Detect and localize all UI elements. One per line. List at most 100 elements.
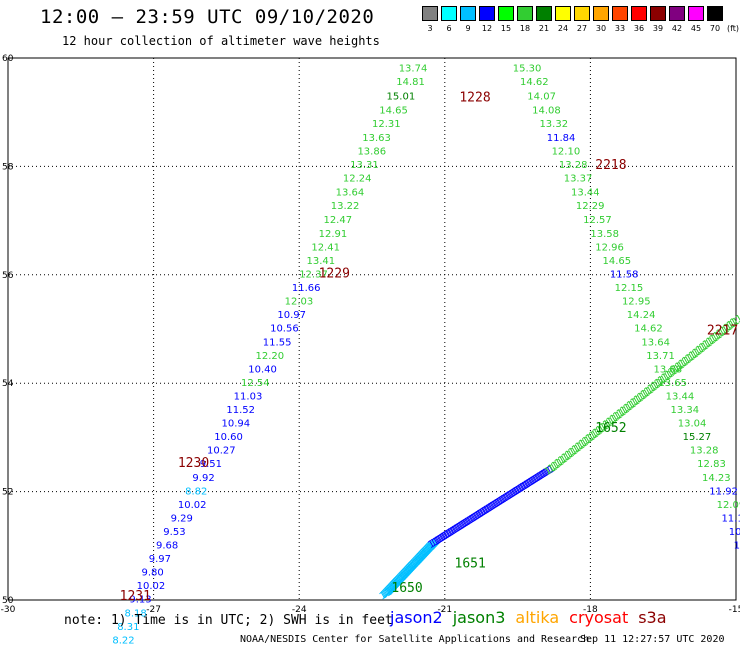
swh-value: 13.37: [564, 174, 593, 185]
swh-value: 12.03: [285, 297, 314, 308]
swh-value: 9.92: [192, 473, 214, 484]
swh-value: 11.03: [234, 391, 263, 402]
swh-value: 13.64: [336, 188, 365, 199]
dense-track-value: 11: [475, 505, 492, 521]
dense-track-value: 11: [424, 537, 441, 553]
dense-track-value: 11: [462, 513, 479, 529]
time-label: 1229: [319, 267, 350, 282]
dense-track-value: 11: [673, 357, 690, 373]
swh-value: 15.01: [387, 92, 416, 103]
dense-track-value: 11: [622, 399, 639, 415]
swh-value: 13.28: [559, 160, 588, 171]
swh-value: 9.13: [129, 595, 151, 606]
swh-value: 12.83: [697, 459, 726, 470]
dense-track-value: 11: [394, 570, 411, 586]
dense-track-value: 11: [402, 560, 419, 576]
swh-value: 12.96: [595, 242, 624, 253]
dense-track-value: 11: [479, 502, 496, 518]
dense-track-value: 11: [383, 581, 400, 597]
swh-value: 14.07: [527, 92, 556, 103]
time-label: 1652: [595, 421, 626, 436]
swh-value: 10.40: [248, 364, 277, 375]
dense-track-value: 11: [488, 497, 505, 513]
colorbar-swatch: [422, 6, 438, 21]
colorbar-swatch: [631, 6, 647, 21]
dense-track-value: 11: [494, 493, 511, 509]
dense-track-value: 11: [538, 465, 555, 481]
dense-track-value: 11: [445, 523, 462, 539]
colorbar-label: 42: [671, 24, 683, 33]
dense-track-value: 11: [433, 531, 450, 547]
dense-track-value: 11: [388, 575, 405, 591]
dense-track-value: 11: [725, 316, 740, 332]
dense-track-value: 11: [379, 586, 396, 602]
dense-track-value: 11: [556, 451, 573, 467]
map-frame: [7, 57, 737, 601]
dense-track-value: 11: [507, 485, 524, 501]
swh-value: 14.81: [396, 77, 425, 88]
dense-track-value: 11: [492, 494, 509, 510]
colorbar-swatch: [612, 6, 628, 21]
colorbar-label: 21: [538, 24, 550, 33]
swh-value: 10: [734, 541, 740, 552]
swh-value: 13.65: [658, 378, 687, 389]
map-subtitle: 12 hour collection of altimeter wave hei…: [62, 34, 380, 48]
dense-track-value: 11: [404, 559, 421, 575]
lon-tick-label: -24: [292, 605, 307, 615]
dense-track-value: 11: [450, 521, 467, 537]
swh-value: 9.97: [149, 554, 171, 565]
swh-value: 14.62: [634, 324, 663, 335]
dense-track-value: 11: [460, 514, 477, 530]
swh-value: 14.24: [627, 310, 656, 321]
dense-track-value: 11: [390, 574, 407, 590]
colorbar-label: 9: [465, 24, 471, 33]
dense-track-value: 11: [519, 477, 536, 493]
time-label: 1231: [120, 589, 151, 604]
dense-track-value: 11: [574, 437, 591, 453]
dense-track-value: 11: [415, 547, 432, 563]
dense-track-value: 11: [412, 550, 429, 566]
dense-track-value: 11: [708, 330, 725, 346]
time-label: 2218: [595, 158, 626, 173]
colorbar-swatch: [517, 6, 533, 21]
colorbar-label: 24: [557, 24, 569, 33]
swh-value: 7.92: [105, 649, 127, 650]
legend-item-cryosat: cryosat: [569, 608, 629, 627]
satellite-legend: jason2 jason3 altika cryosat s3a: [390, 608, 677, 627]
dense-track-value: 11: [402, 561, 419, 577]
swh-value: 12.31: [372, 119, 401, 130]
dense-track-value: 11: [435, 530, 452, 546]
colorbar-label: 6: [446, 24, 452, 33]
swh-value: 13.86: [357, 146, 386, 157]
swh-value: 8.82: [185, 486, 207, 497]
dense-track-value: 11: [428, 534, 445, 550]
colorbar-swatch: [669, 6, 685, 21]
colorbar-unit: (ft): [726, 24, 740, 33]
swh-value: 13.58: [590, 229, 619, 240]
dense-track-value: 11: [414, 548, 431, 564]
swh-value: 11.52: [226, 405, 255, 416]
swh-value: 13.32: [539, 119, 568, 130]
colorbar-swatch: [688, 6, 704, 21]
dense-track-value: 11: [379, 585, 396, 601]
time-label: 1230: [178, 456, 209, 471]
generated-timestamp: Sep 11 12:27:57 UTC 2020: [580, 634, 725, 645]
dense-track-value: 11: [464, 511, 481, 527]
swh-value: 8.22: [112, 635, 134, 646]
dense-track-value: 11: [447, 522, 464, 538]
dense-track-value: 11: [656, 371, 673, 387]
dense-track-value: 11: [632, 390, 649, 406]
dense-track-value: 11: [420, 542, 437, 558]
colorbar-label: 30: [595, 24, 607, 33]
colorbar-swatch: [650, 6, 666, 21]
dense-track-value: 11: [625, 396, 642, 412]
swh-value: 12.57: [583, 215, 612, 226]
swh-value: 11.55: [263, 337, 292, 348]
swh-value: 13.41: [306, 256, 335, 267]
swh-value: 12.24: [343, 174, 372, 185]
colorbar-swatch: [460, 6, 476, 21]
swh-value: 14.08: [532, 105, 561, 116]
dense-track-value: 11: [587, 426, 604, 442]
colorbar-swatch: [707, 6, 723, 21]
